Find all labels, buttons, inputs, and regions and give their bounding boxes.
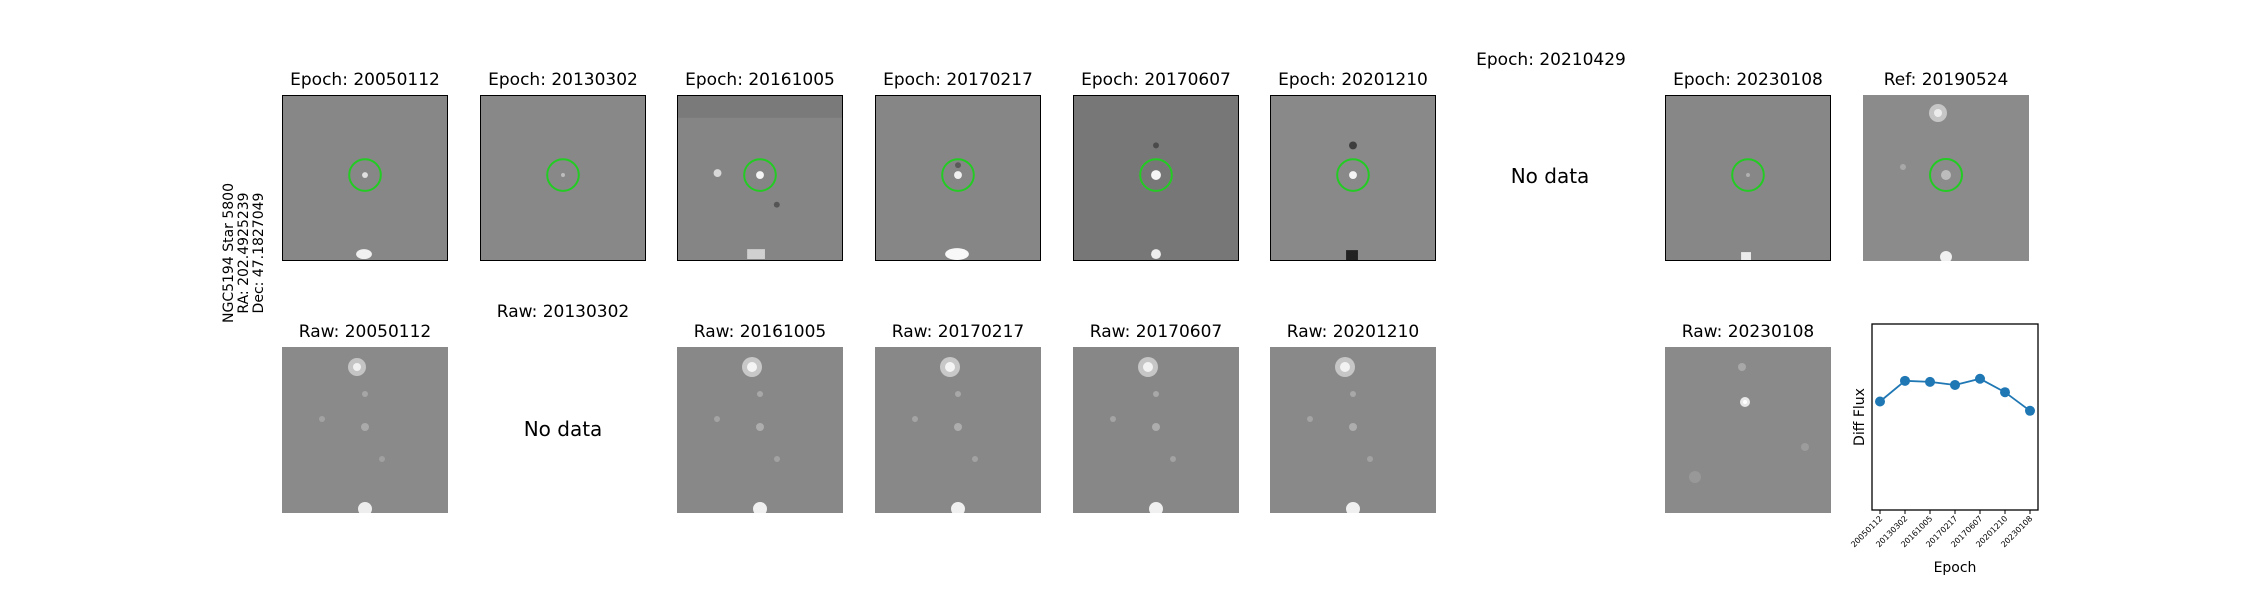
axes-frame [1871,323,2039,511]
light-curve-chart: 2005011220130302201610052017021720170607… [1849,323,2039,576]
diff-title-7: Epoch: 20210429 [1476,50,1626,70]
data-point [2000,387,2010,398]
data-point [1875,396,1885,407]
diff-title-6: Epoch: 20201210 [1278,70,1428,90]
diff-nodata-7: No data [1510,164,1590,188]
ref-title: Ref: 20190524 [1883,70,2009,90]
data-point [1900,375,1910,386]
diff-image-6 [1270,95,1436,261]
raw-title-5: Raw: 20170607 [1089,322,1223,342]
raw-title-7: Raw: 20230108 [1681,322,1815,342]
data-point [1975,373,1985,384]
raw-title-4: Raw: 20170217 [891,322,1025,342]
diff-image-8 [1665,95,1831,261]
diff-image-5 [1073,95,1239,261]
raw-title-3: Raw: 20161005 [693,322,827,342]
diff-title-4: Epoch: 20170217 [883,70,1033,90]
x-axis-label: Epoch [1934,560,1977,576]
diff-image-1 [282,95,448,261]
diff-image-2 [480,95,646,261]
diff-title-8: Epoch: 20230108 [1673,70,1823,90]
raw-title-1: Raw: 20050112 [298,322,432,342]
raw-image-5 [1073,347,1239,513]
raw-image-7 [1665,347,1831,513]
data-point [1950,379,1960,390]
diff-image-3 [677,95,843,261]
ref-image [1863,95,2029,261]
y-axis-label: Diff Flux [1852,388,1868,446]
target-name: NGC5194 Star 5800 [221,183,237,323]
data-point [1925,376,1935,387]
raw-image-1 [282,347,448,513]
diff-title-2: Epoch: 20130302 [488,70,638,90]
diff-image-4 [875,95,1041,261]
diff-title-1: Epoch: 20050112 [290,70,440,90]
data-point [2025,405,2035,416]
target-ra: RA: 202.4925239 [236,192,252,314]
raw-image-4 [875,347,1041,513]
raw-title-6: Raw: 20201210 [1286,322,1420,342]
raw-title-2: Raw: 20130302 [496,302,630,322]
raw-nodata-2: No data [523,417,603,441]
diff-title-5: Epoch: 20170607 [1081,70,1231,90]
raw-image-6 [1270,347,1436,513]
diff-title-3: Epoch: 20161005 [685,70,835,90]
raw-image-3 [677,347,843,513]
target-dec: Dec: 47.1827049 [251,192,267,314]
